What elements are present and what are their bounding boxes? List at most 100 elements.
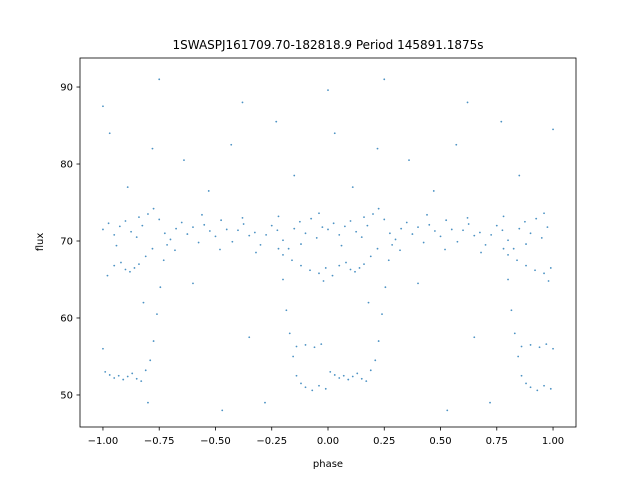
data-point — [377, 207, 380, 210]
data-point — [324, 267, 327, 269]
data-point — [400, 227, 403, 230]
data-point — [535, 217, 538, 220]
data-point — [510, 309, 513, 312]
data-point — [543, 272, 545, 275]
data-point — [221, 409, 224, 412]
data-point — [446, 409, 449, 412]
data-point — [384, 286, 387, 289]
data-point — [426, 213, 428, 216]
data-point — [552, 347, 554, 350]
data-point — [295, 374, 298, 377]
data-point — [376, 247, 379, 250]
data-point — [338, 264, 341, 267]
data-point — [340, 244, 343, 247]
data-point — [417, 282, 419, 285]
data-point — [484, 243, 487, 246]
data-point — [349, 220, 352, 222]
data-point — [242, 223, 245, 225]
data-point — [507, 239, 509, 242]
data-point — [201, 213, 203, 216]
data-point — [495, 224, 498, 227]
data-point — [318, 212, 320, 215]
data-point — [291, 259, 293, 262]
data-point — [300, 264, 302, 267]
data-point — [152, 207, 155, 210]
data-point — [144, 255, 147, 258]
data-point — [277, 247, 280, 250]
data-point — [265, 233, 268, 236]
data-point — [270, 224, 273, 227]
data-point — [351, 186, 354, 189]
data-point — [540, 237, 543, 239]
data-point — [113, 377, 116, 379]
data-point — [358, 267, 361, 269]
data-point — [329, 370, 332, 373]
data-point — [138, 216, 140, 219]
data-point — [473, 234, 476, 237]
data-point — [529, 344, 532, 346]
data-point — [332, 222, 335, 225]
data-point — [381, 313, 383, 316]
data-point — [124, 220, 127, 222]
data-point — [276, 229, 279, 232]
data-point — [293, 174, 296, 177]
data-point — [520, 345, 523, 348]
data-point — [388, 232, 391, 235]
data-point — [126, 186, 129, 189]
data-point — [264, 401, 266, 404]
data-point — [175, 227, 177, 230]
chart-title: 1SWASPJ161709.70-182818.9 Period 145891.… — [172, 38, 483, 52]
data-point — [489, 401, 491, 404]
x-tick-label: 0.00 — [317, 436, 339, 447]
data-point — [333, 374, 336, 376]
data-point — [231, 240, 234, 243]
data-point — [207, 190, 210, 192]
data-point — [374, 359, 377, 362]
data-point — [115, 244, 118, 247]
y-axis-label: flux — [35, 233, 46, 252]
data-point — [138, 263, 140, 265]
data-point — [282, 253, 284, 256]
data-point — [174, 249, 176, 252]
data-point — [318, 272, 320, 275]
data-point — [367, 301, 370, 304]
data-point — [192, 226, 194, 229]
data-point — [549, 267, 552, 269]
data-point — [391, 243, 394, 246]
x-tick-label: 0.25 — [373, 436, 395, 447]
data-point — [113, 233, 116, 236]
data-point — [507, 278, 509, 281]
data-point — [399, 249, 401, 252]
data-point — [102, 228, 104, 231]
data-point — [467, 223, 470, 225]
data-point — [124, 268, 127, 271]
data-point — [411, 233, 414, 235]
data-point — [516, 259, 518, 262]
data-point — [546, 226, 549, 229]
data-point — [203, 223, 206, 226]
data-point — [255, 251, 257, 254]
data-point — [313, 346, 316, 349]
data-point — [502, 247, 505, 250]
data-point — [366, 224, 369, 227]
data-point — [220, 219, 223, 222]
x-tick-label: −0.75 — [144, 436, 175, 447]
data-point — [300, 382, 302, 385]
data-point — [536, 389, 539, 392]
data-point — [151, 147, 154, 150]
data-point — [347, 378, 350, 381]
data-point — [108, 374, 111, 376]
plot-frame — [79, 57, 577, 428]
data-point — [162, 259, 165, 262]
data-point — [144, 369, 147, 372]
data-point — [345, 261, 347, 264]
data-point — [543, 212, 545, 215]
y-axis: 50 60 70 80 90 — [60, 83, 80, 401]
data-point — [538, 346, 541, 349]
data-point — [417, 226, 419, 229]
x-tick-label: −0.25 — [256, 436, 287, 447]
data-point — [135, 377, 138, 380]
y-tick-label: 80 — [60, 160, 73, 171]
data-point — [106, 274, 109, 277]
data-point — [450, 228, 453, 231]
